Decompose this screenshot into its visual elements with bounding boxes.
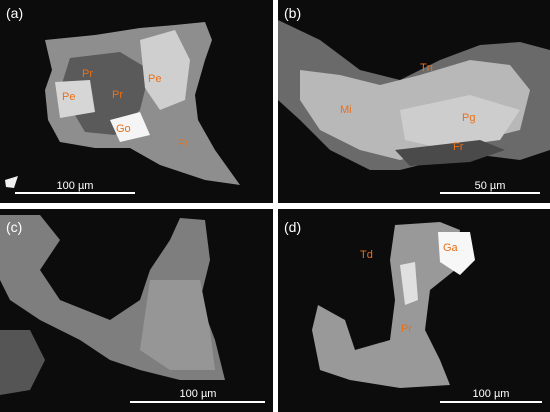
panel-b: (b) Tn Mi Pg Fr 50 µm — [278, 0, 550, 203]
scale-label: 50 µm — [475, 180, 506, 192]
panel-label: (b) — [284, 5, 301, 21]
mineral-label: Fr — [178, 138, 189, 150]
mineral-label: Pe — [62, 91, 75, 103]
mineral-label: Go — [116, 123, 131, 135]
mineral-label: Pr — [401, 323, 412, 335]
scale-label: 100 µm — [57, 180, 94, 192]
panel-label: (d) — [284, 219, 301, 235]
mineral-label: Mi — [340, 104, 352, 116]
mineral-label: Fr — [453, 141, 464, 153]
mineral-label: Pg — [462, 112, 475, 124]
panel-d: (d) Td Ga Pr 100 µm — [278, 209, 550, 412]
mineral-label: Pr — [82, 68, 93, 80]
scale-label: 100 µm — [473, 388, 510, 400]
mineral-label: Pe — [148, 73, 161, 85]
mineral-label: Ga — [443, 242, 459, 254]
mineral-label: Pr — [112, 89, 123, 101]
panel-label: (c) — [6, 219, 22, 235]
scale-label: 100 µm — [180, 388, 217, 400]
mineral-label: Td — [360, 249, 373, 261]
panel-c: (c) 100 µm — [0, 209, 273, 412]
panel-label: (a) — [6, 5, 23, 21]
panel-a: (a) Pr Pe Pe Pr Go Fr 100 µm — [0, 0, 273, 203]
mineral-label: Tn — [420, 62, 433, 74]
